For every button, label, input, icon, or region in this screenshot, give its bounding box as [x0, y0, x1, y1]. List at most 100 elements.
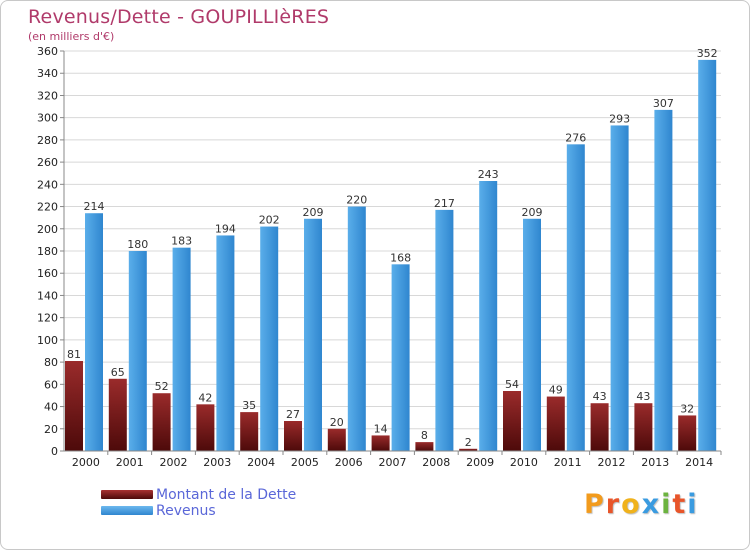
x-tick-label-2008: 2008	[422, 456, 450, 469]
bar-revenus-2007	[391, 264, 410, 451]
data-label-revenus-2007: 168	[390, 251, 411, 264]
bar-dette-2006	[327, 428, 346, 451]
x-tick-label-2001: 2001	[116, 456, 144, 469]
logo-letter: x	[641, 489, 662, 520]
logo-letter: i	[687, 489, 699, 520]
y-tick-label: 320	[37, 89, 58, 102]
x-tick-label-2000: 2000	[72, 456, 100, 469]
y-tick-label: 260	[37, 156, 58, 169]
bar-dette-2013	[634, 403, 653, 451]
logo-letter: i	[661, 489, 673, 520]
data-label-dette-2008: 8	[421, 429, 428, 442]
y-tick-label: 360	[37, 45, 58, 58]
data-label-dette-2000: 81	[67, 348, 81, 361]
bar-dette-2005	[284, 421, 302, 451]
bar-dette-2009	[459, 448, 478, 451]
x-tick-label-2007: 2007	[379, 456, 407, 469]
data-label-dette-2001: 65	[111, 366, 125, 379]
data-label-dette-2013: 43	[636, 390, 650, 403]
data-label-dette-2006: 20	[330, 416, 344, 429]
bar-revenus-2006	[347, 206, 366, 451]
bar-dette-2004	[240, 412, 259, 451]
y-tick-label: 180	[37, 245, 58, 258]
bar-revenus-2008	[435, 209, 454, 451]
logo-letter: t	[672, 489, 688, 520]
data-label-dette-2005: 27	[286, 408, 300, 421]
logo-letter: r	[605, 489, 622, 520]
bar-revenus-2014	[698, 59, 717, 452]
data-label-dette-2012: 43	[593, 390, 607, 403]
data-label-dette-2009: 2	[465, 436, 472, 449]
y-tick-label: 20	[44, 423, 58, 436]
bar-dette-2011	[546, 396, 565, 451]
y-tick-label: 140	[37, 289, 58, 302]
bar-dette-2007	[371, 435, 390, 451]
data-label-revenus-2001: 180	[127, 238, 148, 251]
bar-dette-2008	[415, 442, 434, 451]
bar-dette-2003	[196, 404, 215, 451]
y-tick-label: 160	[37, 267, 58, 280]
chart-title: Revenus/Dette - GOUPILLIèRES	[28, 6, 330, 28]
y-tick-label: 80	[44, 356, 58, 369]
data-label-revenus-2008: 217	[434, 197, 455, 210]
y-tick-label: 200	[37, 223, 58, 236]
data-label-dette-2011: 49	[549, 384, 563, 397]
bar-dette-2014	[678, 415, 697, 451]
x-tick-label-2005: 2005	[291, 456, 319, 469]
bar-revenus-2002	[172, 247, 191, 451]
bar-revenus-2003	[216, 235, 235, 451]
data-label-revenus-2004: 202	[259, 214, 280, 227]
x-tick-label-2012: 2012	[598, 456, 626, 469]
data-label-dette-2007: 14	[374, 422, 388, 435]
bar-revenus-2013	[654, 109, 673, 451]
data-label-dette-2014: 32	[680, 402, 694, 415]
data-label-dette-2002: 52	[155, 380, 169, 393]
data-label-revenus-2002: 183	[171, 235, 192, 248]
bar-dette-2000	[65, 361, 83, 451]
y-tick-label: 220	[37, 201, 58, 214]
chart-subtitle: (en milliers d'€)	[28, 30, 115, 43]
data-label-revenus-2003: 194	[215, 222, 236, 235]
proxiti-logo: Proxiti	[584, 489, 699, 520]
data-labels: 81 214 65 180 52 183 42 194 35 202 27 209 20 220 14 168…	[67, 47, 718, 449]
x-tick-label-2009: 2009	[466, 456, 494, 469]
data-label-revenus-2013: 307	[653, 97, 674, 110]
legend-label-revenus: Revenus	[156, 503, 216, 519]
bar-dette-2002	[152, 393, 171, 451]
data-label-revenus-2012: 293	[609, 112, 630, 125]
legend-swatch-revenus	[101, 506, 153, 515]
x-tick-label-2011: 2011	[554, 456, 582, 469]
data-label-revenus-2011: 276	[565, 131, 586, 144]
x-axis-ticks: 2000 2001 2002 2003 2004 2005 2006 2007 2008 2009…	[72, 451, 722, 469]
y-tick-label: 120	[37, 312, 58, 325]
bar-dette-2001	[108, 378, 127, 451]
data-label-dette-2003: 42	[198, 391, 212, 404]
logo-letter: P	[584, 489, 606, 520]
x-tick-label-2002: 2002	[160, 456, 188, 469]
data-label-revenus-2005: 209	[303, 206, 324, 219]
y-tick-label: 100	[37, 334, 58, 347]
y-tick-label: 60	[44, 378, 58, 391]
x-tick-label-2010: 2010	[510, 456, 538, 469]
bar-revenus-2004	[260, 226, 279, 451]
logo-letter: o	[621, 489, 642, 520]
y-tick-label: 0	[51, 445, 58, 458]
x-tick-label-2014: 2014	[685, 456, 713, 469]
legend-label-dette: Montant de la Dette	[156, 487, 297, 503]
data-label-revenus-2006: 220	[346, 194, 367, 207]
x-tick-label-2003: 2003	[203, 456, 231, 469]
legend-swatch-dette	[101, 490, 153, 499]
bar-revenus-2000	[85, 213, 103, 451]
bar-chart: 0204060801001201401601802002202402602803…	[37, 45, 722, 469]
bar-revenus-2012	[610, 125, 629, 451]
bar-revenus-2011	[566, 144, 585, 452]
y-tick-label: 340	[37, 67, 58, 80]
x-tick-label-2006: 2006	[335, 456, 363, 469]
data-label-revenus-2010: 209	[522, 206, 543, 219]
data-label-revenus-2009: 243	[478, 168, 499, 181]
bar-dette-2012	[590, 403, 609, 451]
data-label-revenus-2000: 214	[84, 200, 105, 213]
y-tick-label: 40	[44, 401, 58, 414]
y-tick-label: 240	[37, 178, 58, 191]
